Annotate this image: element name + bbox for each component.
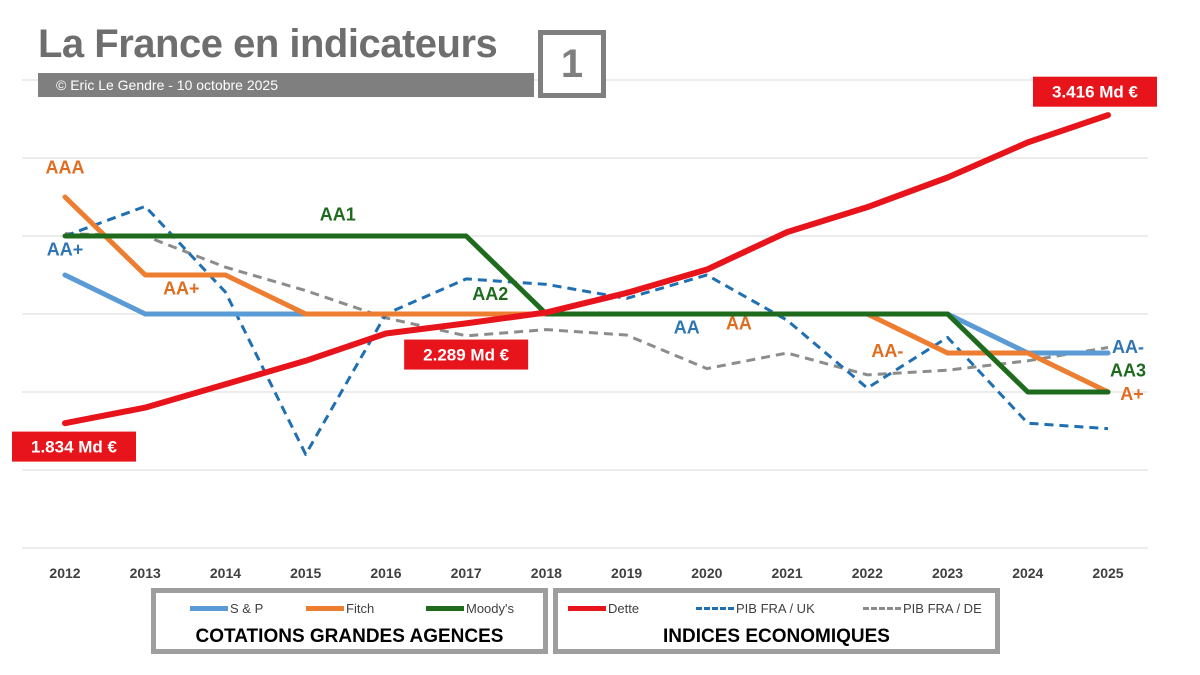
rating-label: AA+	[47, 240, 84, 260]
rating-label: AA+	[163, 279, 200, 299]
page-title: La France en indicateurs	[38, 22, 498, 66]
x-tick-label: 2024	[1012, 565, 1043, 581]
rating-label: AAA	[46, 158, 85, 178]
author-date-text: © Eric Le Gendre - 10 octobre 2025	[56, 77, 278, 93]
rating-label: A+	[1120, 384, 1144, 404]
legend-label-sp: S & P	[230, 601, 264, 616]
rating-label: AA1	[320, 204, 356, 224]
x-tick-label: 2018	[531, 565, 562, 581]
callout-box	[404, 339, 529, 370]
debt-value-callout: 3.416 Md €	[1033, 76, 1157, 107]
debt-value-callout: 1.834 Md €	[12, 431, 136, 462]
legend-item-pib-uk: PIB FRA / UK	[696, 601, 815, 616]
legend-label-pib-de: PIB FRA / DE	[903, 601, 982, 616]
series-line-fitch	[62, 194, 1111, 395]
x-tick-label: 2023	[932, 565, 963, 581]
x-tick-label: 2020	[691, 565, 722, 581]
series-line-pib-fra-uk	[64, 204, 1109, 456]
author-date-banner: © Eric Le Gendre - 10 octobre 2025	[38, 73, 534, 97]
debt-value-callout: 2.289 Md €	[404, 339, 529, 370]
x-tick-label: 2015	[290, 565, 321, 581]
series-line-moody-s	[62, 233, 1111, 395]
legend-swatch-pib-de	[863, 607, 901, 610]
x-axis-ticks: 2012 2013 2014 2015 2016 2017 2018 2019 2020 2021…	[49, 565, 1123, 581]
callout-box	[12, 431, 136, 462]
callout-text: 3.416 Md €	[1052, 83, 1139, 102]
legend-agencies: S & P Fitch Moody's COTATIONS GRANDES AG…	[151, 588, 548, 654]
rating-label: AA-	[1112, 337, 1144, 357]
legend-label-dette: Dette	[608, 601, 640, 616]
x-tick-label: 2017	[451, 565, 482, 581]
legend-swatch-moodys	[426, 606, 464, 611]
value-labels: 1.834 Md € 2.289 Md € 3.416 Md €	[12, 76, 1157, 462]
rating-label: AA2	[472, 284, 508, 304]
callout-box	[1033, 76, 1157, 107]
x-tick-label: 2013	[130, 565, 161, 581]
rating-label: AA	[726, 314, 752, 334]
legend-item-sp: S & P	[190, 601, 263, 616]
x-tick-label: 2019	[611, 565, 642, 581]
legend-swatch-dette	[568, 606, 606, 611]
legend-indices-title: INDICES ECONOMIQUES	[663, 626, 890, 647]
legend-label-pib-uk: PIB FRA / UK	[736, 601, 815, 616]
agency-labels: AAA AA+ AA1 AA+ AA2 AA AA AA- AA- AA3 A+	[46, 158, 1147, 404]
legend-item-dette: Dette	[568, 601, 639, 616]
legend-label-fitch: Fitch	[346, 601, 375, 616]
legend-item-moodys: Moody's	[426, 601, 514, 616]
x-tick-label: 2022	[852, 565, 883, 581]
callout-text: 2.289 Md €	[423, 346, 510, 365]
legend-indices: Dette PIB FRA / UK PIB FRA / DE INDICES …	[553, 588, 1000, 654]
series-layer	[62, 112, 1111, 456]
x-tick-label: 2012	[49, 565, 80, 581]
x-tick-label: 2016	[370, 565, 401, 581]
rating-label: AA-	[871, 341, 903, 361]
callout-text: 1.834 Md €	[31, 438, 118, 457]
legend-label-moodys: Moody's	[466, 601, 515, 616]
series-line-dette	[62, 112, 1111, 427]
legend-swatch-sp	[190, 606, 228, 611]
rating-label: AA	[674, 318, 700, 338]
page-number: 1	[543, 35, 601, 93]
page-number-badge: 1	[538, 30, 606, 98]
legend-item-pib-de: PIB FRA / DE	[863, 601, 982, 616]
rating-label: AA3	[1110, 360, 1146, 380]
legend-agencies-title: COTATIONS GRANDES AGENCES	[195, 626, 504, 647]
legend-swatch-fitch	[306, 606, 344, 611]
x-tick-label: 2025	[1092, 565, 1123, 581]
x-tick-label: 2014	[210, 565, 241, 581]
x-tick-label: 2021	[771, 565, 802, 581]
legend-item-fitch: Fitch	[306, 601, 374, 616]
series-line-pib-fra-de	[64, 232, 1109, 377]
legend-swatch-pib-uk	[696, 607, 734, 610]
